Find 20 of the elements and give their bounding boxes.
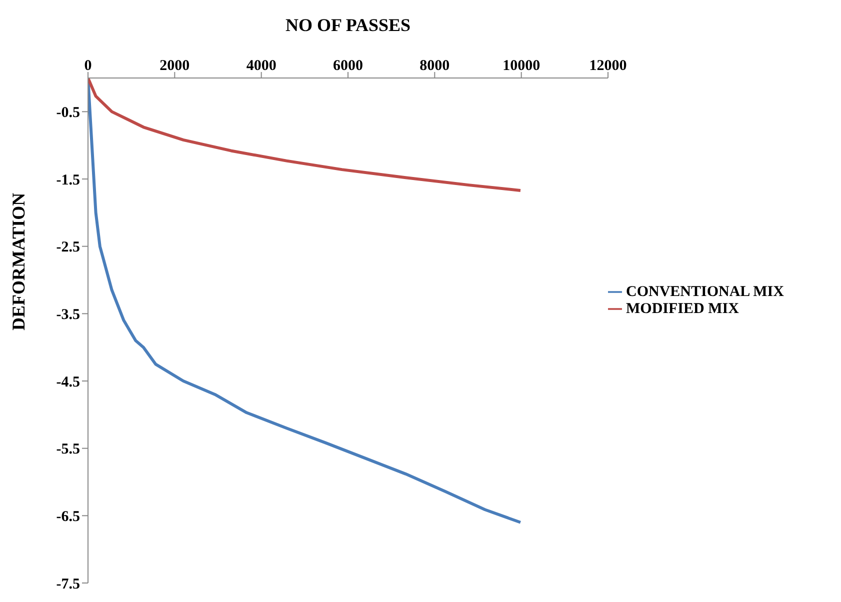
- x-tick-label: 2000: [160, 58, 190, 74]
- y-tick-label: -0.5: [56, 104, 80, 121]
- y-axis-title: DEFORMATION: [8, 192, 28, 330]
- y-tick-label: -4.5: [56, 374, 80, 390]
- y-tick-label: -6.5: [56, 508, 80, 525]
- x-tick-label: 0: [84, 58, 92, 74]
- x-tick-label: 10000: [502, 58, 540, 74]
- y-tick-label: -7.5: [56, 576, 80, 592]
- x-tick-label: 4000: [246, 58, 276, 74]
- y-tick-label: -5.5: [56, 442, 80, 458]
- legend-label: MODIFIED MIX: [626, 300, 739, 316]
- y-tick-label: -3.5: [56, 306, 80, 323]
- x-tick-label: 6000: [333, 58, 363, 74]
- legend-label: CONVENTIONAL MIX: [626, 284, 784, 300]
- y-tick-label: -1.5: [56, 172, 80, 188]
- y-tick-label: -2.5: [56, 240, 80, 256]
- x-tick-label: 12000: [589, 58, 627, 74]
- x-tick-label: 8000: [420, 58, 450, 74]
- line-series: [88, 78, 522, 192]
- x-axis-title: NO OF PASSES: [285, 14, 411, 35]
